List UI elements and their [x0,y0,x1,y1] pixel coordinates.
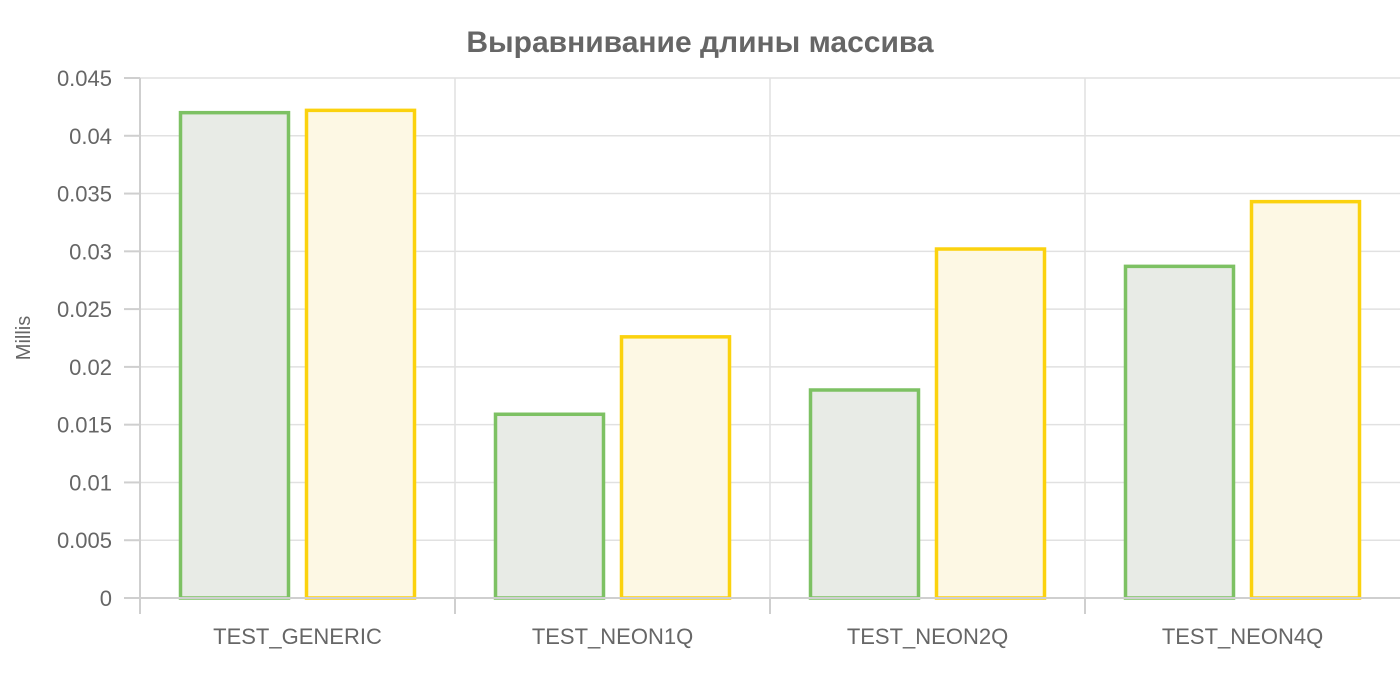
bar-test-neon2q-series-2[interactable] [934,247,1047,600]
y-tick-label: 0.035 [57,182,112,207]
bars [178,108,1362,600]
x-category-label: TEST_NEON4Q [1162,624,1323,649]
bar-test-generic-series-1[interactable] [178,110,291,600]
bar-test-generic-series-2[interactable] [304,108,417,600]
bar-test-neon4q-series-1[interactable] [1123,264,1236,600]
y-tick-label: 0.015 [57,413,112,438]
y-tick-label: 0.04 [69,124,112,149]
x-category-label: TEST_NEON1Q [532,624,693,649]
y-tick-label: 0.03 [69,239,112,264]
x-category-label: TEST_NEON2Q [847,624,1008,649]
x-category-label: TEST_GENERIC [213,624,382,649]
bar-test-neon2q-series-1[interactable] [808,388,921,600]
y-tick-label: 0.02 [69,355,112,380]
y-tick-label: 0.005 [57,528,112,553]
chart-title: Выравнивание длины массива [466,26,934,59]
bar-test-neon1q-series-2[interactable] [619,335,732,600]
y-tick-label: 0.045 [57,66,112,91]
axes: 0 0.005 0.01 0.015 0.02 0.025 0.03 0.035 0.04 0.0… [57,66,1400,649]
bar-test-neon4q-series-2[interactable] [1249,199,1362,600]
y-tick-label: 0.01 [69,470,112,495]
y-tick-label: 0 [100,586,112,611]
bar-test-neon1q-series-1[interactable] [493,412,606,600]
y-axis-title: Millis [13,316,35,360]
y-tick-label: 0.025 [57,297,112,322]
